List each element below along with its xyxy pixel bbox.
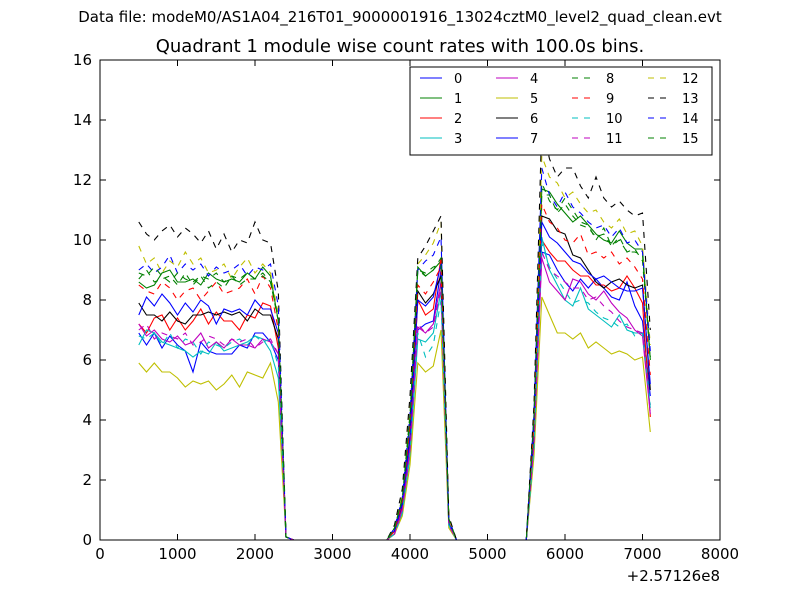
series-line-10 — [138, 242, 651, 541]
y-tick-label: 4 — [82, 411, 92, 429]
legend-label-6: 6 — [530, 112, 538, 127]
y-tick-label: 8 — [82, 291, 92, 309]
x-tick-label: 7000 — [623, 545, 661, 563]
legend-box — [409, 66, 713, 156]
x-tick-label: 2000 — [236, 545, 274, 563]
x-tick-label: 3000 — [313, 545, 351, 563]
x-tick-label: 8000 — [701, 545, 739, 563]
series-layer — [138, 122, 651, 541]
series-line-2 — [138, 238, 651, 541]
series-line-12 — [138, 155, 651, 541]
data-file-supertitle: Data file: modeM0/AS1A04_216T01_90000019… — [78, 8, 722, 26]
series-line-4 — [138, 257, 651, 541]
legend-label-11: 11 — [606, 132, 623, 147]
legend-label-5: 5 — [530, 92, 538, 107]
series-line-13 — [138, 122, 651, 541]
series-line-3 — [138, 236, 651, 541]
legend-label-7: 7 — [530, 132, 538, 147]
x-axis-offset-label: +2.57126e8 — [627, 567, 720, 585]
y-tick-label: 0 — [82, 531, 92, 549]
y-tick-label: 6 — [82, 351, 92, 369]
y-tick-label: 12 — [73, 171, 92, 189]
series-line-7 — [138, 219, 651, 541]
y-tick-label: 2 — [82, 471, 92, 489]
series-line-8 — [138, 182, 651, 541]
series-line-0 — [138, 251, 651, 541]
legend-label-10: 10 — [606, 112, 623, 127]
series-line-14 — [138, 167, 651, 541]
legend-label-13: 13 — [682, 92, 699, 107]
legend-label-14: 14 — [682, 112, 699, 127]
legend-label-4: 4 — [530, 72, 538, 87]
x-tick-label: 6000 — [546, 545, 584, 563]
y-tick-label: 16 — [73, 51, 92, 69]
legend-label-2: 2 — [454, 112, 462, 127]
y-tick-label: 14 — [73, 111, 92, 129]
series-line-9 — [138, 203, 651, 541]
y-tick-label: 10 — [73, 231, 92, 249]
chart-title: Quadrant 1 module wise count rates with … — [155, 36, 645, 57]
legend-label-3: 3 — [454, 132, 462, 147]
legend-label-9: 9 — [606, 92, 614, 107]
series-line-11 — [138, 251, 651, 541]
legend-label-12: 12 — [682, 72, 699, 87]
x-tick-label: 4000 — [391, 545, 429, 563]
legend-label-15: 15 — [682, 132, 699, 147]
x-tick-label: 0 — [95, 545, 105, 563]
series-line-6 — [138, 215, 651, 541]
x-tick-label: 1000 — [158, 545, 196, 563]
legend-label-0: 0 — [454, 72, 462, 87]
series-line-5 — [138, 296, 651, 541]
x-tick-label: 5000 — [468, 545, 506, 563]
legend-label-1: 1 — [454, 92, 462, 107]
x-axis-ticks: 0 1000 2000 3000 4000 5000 6000 7000 8000 — [95, 60, 739, 563]
legend-label-8: 8 — [606, 72, 614, 87]
